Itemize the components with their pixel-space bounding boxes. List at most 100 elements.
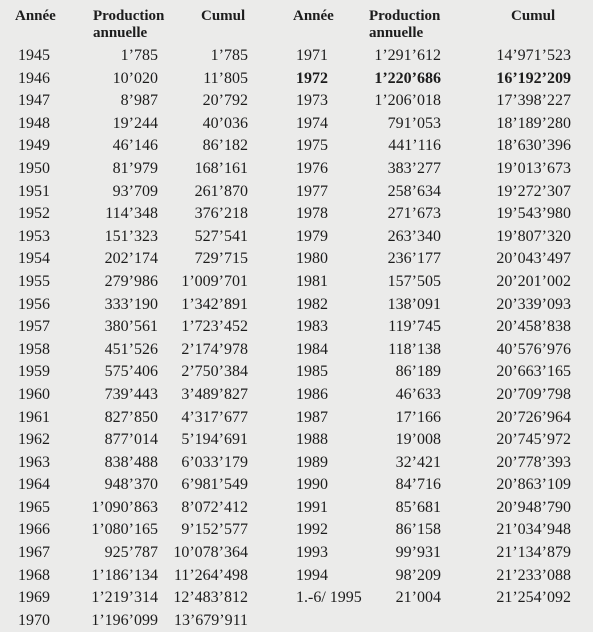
year-cell: 1976	[296, 159, 328, 177]
production-cell: 1’090’863	[91, 498, 158, 516]
year-cell: 1981	[296, 272, 328, 290]
cumul-cell: 14’971’523	[496, 47, 571, 64]
year-cell: 1974	[296, 114, 328, 132]
year-cell: 1983	[296, 318, 328, 336]
production-cell: 8’987	[120, 92, 158, 110]
production-cell: 1’785	[120, 47, 158, 64]
header-cumul: Cumul	[511, 8, 556, 24]
cumul-cell: 527’541	[194, 227, 248, 245]
year-cell: 1967	[18, 544, 50, 562]
table-row: 1981 157’505 20’201’002	[290, 271, 593, 294]
table-row: 1957 380’561 1’723’452	[0, 316, 290, 339]
year-cell: 1948	[18, 114, 50, 132]
production-cell: 19’244	[112, 114, 158, 132]
production-cell: 271’673	[387, 205, 441, 223]
table-row: 1950 81’979 168’161	[0, 158, 290, 181]
table-row: 1963 838’488 6’033’179	[0, 452, 290, 475]
table-row: 1948 19’244 40’036	[0, 113, 290, 136]
cumul-cell: 8’072’412	[181, 498, 248, 516]
table-row: 1946 10’020 11’805	[0, 68, 290, 91]
table-row: 1.-6/ 1995 21’004 21’254’092	[290, 587, 593, 610]
year-cell: 1988	[296, 431, 328, 449]
table-row: 1987 17’166 20’726’964	[290, 407, 593, 430]
table-row: 1974 791’053 18’189’280	[290, 113, 593, 136]
production-cell: 138’091	[387, 295, 441, 313]
year-cell: 1992	[296, 521, 328, 539]
cumul-cell: 19’807’320	[496, 227, 571, 245]
cumul-cell: 21’134’879	[496, 544, 571, 562]
header-cumul: Cumul	[201, 8, 246, 24]
cumul-cell: 17’398’227	[496, 92, 571, 110]
year-cell: 1990	[296, 476, 328, 494]
year-cell: 1969	[18, 589, 50, 607]
table-row: 1961 827’850 4’317’677	[0, 407, 290, 430]
year-cell: 1949	[18, 137, 50, 155]
year-cell: 1973	[296, 92, 328, 110]
cumul-cell: 9’152’577	[181, 521, 248, 539]
production-cell: 925’787	[104, 544, 158, 562]
year-cell: 1945	[18, 47, 50, 64]
table-row: 1985 86’189 20’663’165	[290, 361, 593, 384]
year-cell: 1960	[18, 385, 50, 403]
cumul-cell: 1’723’452	[181, 318, 248, 336]
production-cell: 84’716	[395, 476, 441, 494]
year-cell: 1972	[296, 69, 328, 87]
production-cell: 383’277	[387, 159, 441, 177]
production-cell: 575’406	[104, 363, 158, 381]
cumul-cell: 40’036	[202, 114, 248, 132]
production-cell: 948’370	[104, 476, 158, 494]
cumul-cell: 20’201’002	[496, 272, 571, 290]
cumul-cell: 12’483’812	[173, 589, 248, 607]
year-cell: 1952	[18, 205, 50, 223]
year-cell: 1991	[296, 498, 328, 516]
table-row: 1949 46’146 86’182	[0, 135, 290, 158]
year-cell: 1959	[18, 363, 50, 381]
cumul-cell: 6’033’179	[181, 453, 248, 471]
header-year: Année	[15, 8, 56, 24]
table-row: 1955 279’986 1’009’701	[0, 271, 290, 294]
production-cell: 441’116	[388, 137, 441, 155]
table-row: 1992 86’158 21’034’948	[290, 519, 593, 542]
year-cell: 1966	[18, 521, 50, 539]
production-cell: 32’421	[395, 453, 441, 471]
table-row: 1954 202’174 729’715	[0, 248, 290, 271]
cumul-cell: 20’726’964	[496, 408, 571, 426]
table-row: 1971 1’291’612 14’971’523	[290, 45, 593, 68]
header-production-line1: Production	[93, 8, 165, 24]
year-cell: 1954	[18, 250, 50, 268]
production-cell: 1’219’314	[91, 589, 158, 607]
cumul-cell: 21’254’092	[496, 589, 571, 607]
cumul-cell: 2’750’384	[181, 363, 248, 381]
year-cell: 1963	[18, 453, 50, 471]
table-row: 1993 99’931 21’134’879	[290, 542, 593, 565]
year-cell: 1953	[18, 227, 50, 245]
table-row: 1990 84’716 20’863’109	[290, 474, 593, 497]
cumul-cell: 19’272’307	[496, 182, 571, 200]
cumul-cell: 19’013’673	[496, 159, 571, 177]
cumul-cell: 3’489’827	[181, 385, 248, 403]
header-production-line2: annuelle	[93, 25, 148, 41]
year-cell: 1956	[18, 295, 50, 313]
table-row: 1980 236’177 20’043’497	[290, 248, 593, 271]
production-cell: 118’138	[388, 340, 441, 358]
production-cell: 119’745	[388, 318, 441, 336]
header-year: Année	[293, 8, 334, 24]
cumul-cell: 376’218	[194, 205, 248, 223]
year-cell: 1980	[296, 250, 328, 268]
year-cell: 1985	[296, 363, 328, 381]
table-row: 1979 263’340 19’807’320	[290, 226, 593, 249]
cumul-cell: 5’194’691	[181, 431, 248, 449]
cumul-cell: 20’458’838	[496, 318, 571, 336]
table-row: 1965 1’090’863 8’072’412	[0, 497, 290, 520]
table-row: 1982 138’091 20’339’093	[290, 294, 593, 317]
production-cell: 99’931	[395, 544, 441, 562]
production-cell: 1’220’686	[374, 69, 441, 87]
cumul-cell: 20’863’109	[496, 476, 571, 494]
year-cell: 1950	[18, 159, 50, 177]
production-cell: 1’196’099	[91, 611, 158, 629]
production-cell: 10’020	[112, 69, 158, 87]
cumul-cell: 18’630’396	[496, 137, 571, 155]
production-cell: 17’166	[395, 408, 441, 426]
year-cell: 1986	[296, 385, 328, 403]
year-cell: 1964	[18, 476, 50, 494]
